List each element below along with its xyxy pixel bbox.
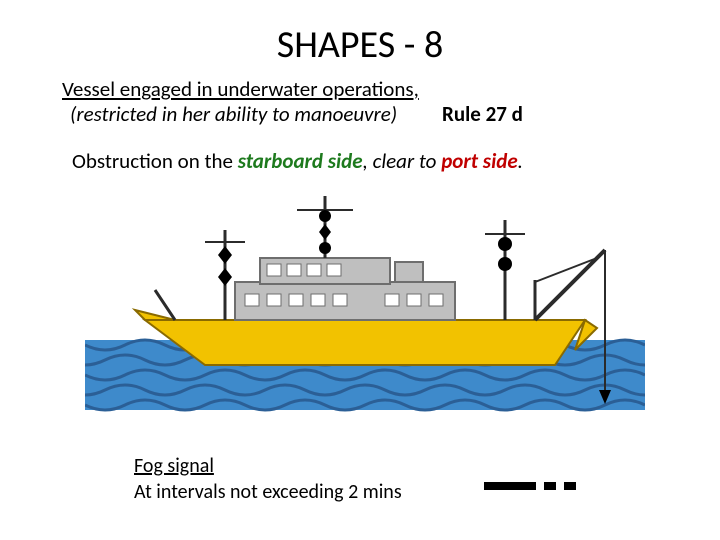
port-word: port side [441,148,517,174]
heading-line1: Vessel engaged in underwater operations, [62,76,419,102]
fog-signal-label: Fog signal [134,454,214,478]
obstruction-prefix: Obstruction on the [72,148,238,174]
rule-ref: Rule 27 d [442,101,523,127]
morse-dot [564,482,576,490]
fog-signal-interval: At intervals not exceeding 2 mins [134,480,402,504]
superstructure [235,258,455,320]
main-mast [297,196,353,258]
heading-line2: (restricted in her ability to manoeuvre) [70,101,397,127]
morse-dot [544,482,556,490]
vessel-diagram [85,190,645,440]
starboard-word: starboard side [238,148,363,174]
obstruction-line: Obstruction on the starboard side, clear… [72,148,523,174]
fog-signal-morse [484,482,576,490]
morse-dash [484,482,536,490]
obstruction-suffix: . [518,148,523,174]
obstruction-mid: , clear to [363,148,442,174]
slide-title: SHAPES - 8 [0,22,720,68]
starboard-signal-mast [485,220,525,320]
